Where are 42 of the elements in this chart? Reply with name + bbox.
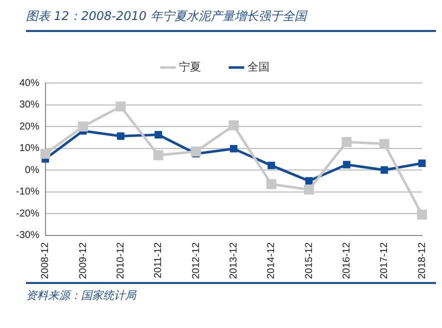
point [342,136,352,147]
x-tick-label: 2015-12 [304,242,315,280]
y-tick-label: 10% [19,143,40,154]
point [40,148,50,159]
point [116,132,124,140]
legend-label: 全国 [248,62,270,74]
y-tick-label: -10% [16,186,40,198]
point [228,120,239,130]
point [78,122,88,132]
point [230,144,238,152]
legend-label: 宁夏 [179,60,201,74]
point [417,210,427,220]
text: 资料来源：国家统计局 [26,282,436,303]
y-tick-label: 20% [19,121,40,132]
point [191,146,202,157]
point [304,184,314,195]
point [268,162,276,170]
y-tick-label: -20% [16,208,40,220]
point [153,150,164,160]
x-tick-label: 2017-12 [379,242,390,280]
point [379,138,390,149]
x-tick-label: 2009-12 [78,242,89,280]
point [305,177,313,185]
y-tick-label: 40% [19,78,40,89]
point [418,160,426,168]
y-tick-label: 0% [24,164,40,176]
x-tick-label: 2010-12 [115,242,126,280]
x-tick-label: 2008-12 [40,242,52,280]
x-tick-label: 2018-12 [416,242,428,280]
y-tick-label: 30% [19,100,40,111]
point [154,131,162,139]
x-tick-label: 2013-12 [228,242,240,280]
point [266,179,276,190]
point [380,166,388,174]
chart-title: 图表 12：2008-2010 年宁夏水泥产量增长强于全国 [26,8,436,32]
x-tick-label: 2012-12 [190,242,202,280]
y-tick-label: -30% [16,230,40,242]
point [342,160,350,168]
x-tick-label: 2011-12 [153,242,164,278]
x-tick-label: 2014-12 [266,242,278,280]
x-tick-label: 2016-12 [341,242,352,280]
point [116,102,126,112]
